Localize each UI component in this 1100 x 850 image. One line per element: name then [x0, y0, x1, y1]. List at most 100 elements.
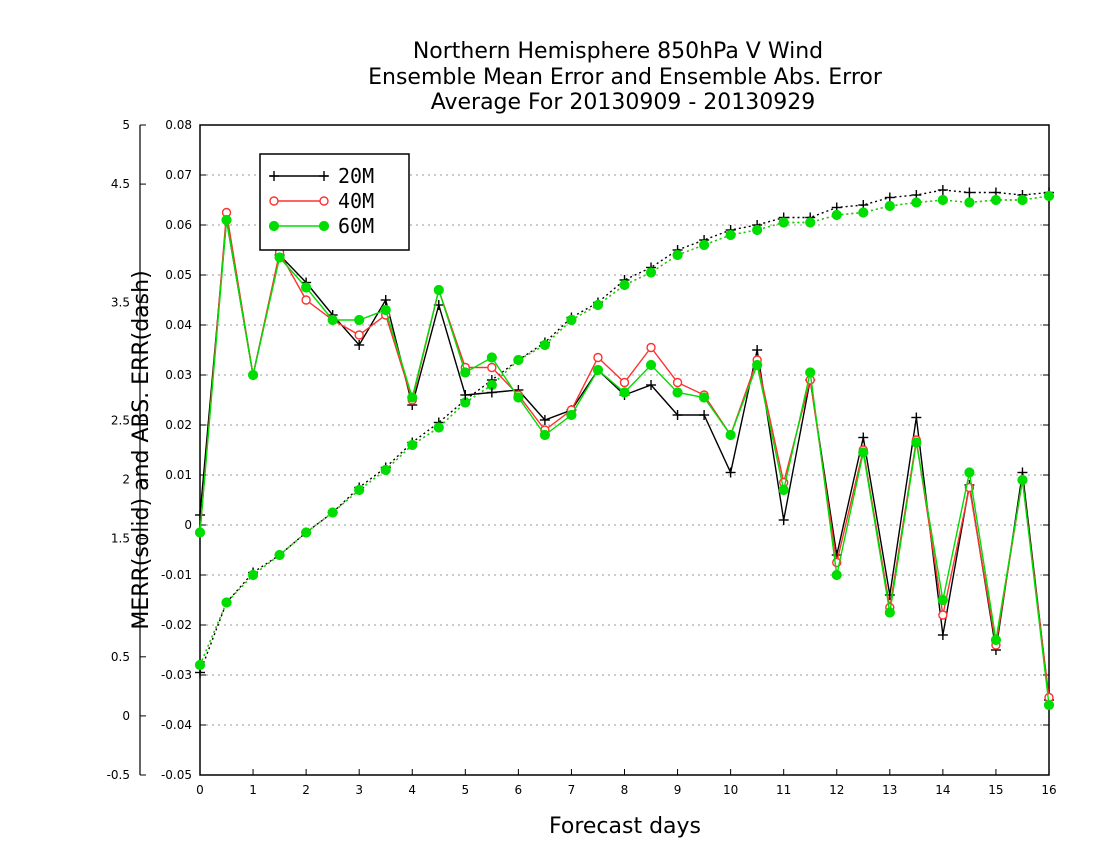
legend-marker-40m: [269, 196, 279, 206]
series-60m-abs-err-point: [619, 279, 630, 291]
series-60m-merr-point: [460, 367, 471, 378]
series-60m-merr-point: [247, 369, 259, 381]
series-20m-merr-point: [752, 345, 763, 355]
series-60m-merr-point: [725, 429, 736, 441]
series-60m-abs-err-point: [221, 597, 232, 608]
series-60m-merr-point: [513, 392, 524, 403]
x-tick-label: 4: [408, 783, 416, 797]
series-60m-merr-point: [752, 359, 763, 371]
series-60m-abs-err-point: [752, 224, 763, 236]
y-tick-label: 0.01: [165, 468, 192, 482]
series-40m-merr-point: [593, 352, 603, 363]
outer-y-tick-label: -0.5: [107, 768, 130, 782]
y-tick-label: 0: [184, 518, 192, 532]
outer-y-tick-label: 3.5: [111, 295, 130, 309]
y-tick-label: -0.02: [161, 618, 192, 632]
series-60m-merr-point: [592, 364, 604, 376]
series-60m-merr-point: [380, 304, 391, 316]
series-20m-merr-point: [460, 390, 471, 400]
x-tick-label: 6: [515, 783, 523, 797]
series-20m-merr-point: [911, 412, 922, 423]
series-60m-merr: [194, 214, 1055, 711]
series-20m-merr-point: [937, 630, 948, 640]
series-60m-abs-err-point: [327, 507, 338, 518]
series-20m-merr-point: [539, 415, 550, 425]
series-60m-abs-err-line: [199, 195, 1050, 666]
series-60m-merr-point: [884, 607, 895, 618]
chart-title: Northern Hemisphere 850hPa V Wind Ensemb…: [368, 39, 883, 115]
series-60m-abs-err-point: [194, 659, 206, 671]
x-tick-label: 11: [776, 783, 791, 797]
series-40m-merr-point: [301, 295, 311, 305]
series-60m-merr-point: [672, 387, 683, 398]
series-40m-merr-point: [487, 362, 497, 373]
series-60m-abs-err-point: [990, 194, 1002, 206]
series-60m-abs-err-point: [884, 200, 895, 212]
series-20m-merr-point: [858, 432, 869, 443]
legend-marker-20m: [269, 171, 279, 181]
series-20m-merr-point: [380, 295, 391, 305]
y-axis-ticks-inner: 0.08 0.07 0.06 0.05 0.04 0.03 0.02 0.01 0 -0.01 -0…: [161, 118, 1049, 782]
series-60m-abs-err-point: [937, 194, 948, 206]
outer-y-tick-label: 4.5: [111, 177, 130, 191]
series-60m-merr-point: [778, 484, 789, 496]
x-tick-label: 15: [988, 783, 1003, 797]
series-60m-merr-point: [1043, 699, 1055, 711]
series-60m-merr-point: [990, 634, 1002, 646]
series-60m-abs-err-point: [513, 354, 524, 366]
legend-marker-40m: [319, 196, 329, 206]
x-tick-label: 7: [568, 783, 576, 797]
series-60m-merr-point: [1017, 474, 1028, 486]
series-20m-abs-err-point: [937, 185, 948, 195]
legend-label-60m: 60M: [338, 214, 374, 238]
series-60m-merr-point: [964, 467, 975, 478]
series-60m-abs-err-point: [858, 207, 869, 218]
series-40m-abs-err-line: [199, 195, 1050, 666]
series-60m-merr-point: [354, 314, 365, 326]
series-60m-abs-err: [194, 190, 1055, 671]
series-60m-abs-err-point: [1017, 194, 1028, 206]
chart-title-line-2: Ensemble Mean Error and Ensemble Abs. Er…: [368, 65, 883, 90]
grid-lines: [200, 174, 1049, 726]
x-tick-label: 3: [355, 783, 363, 797]
series-60m-abs-err-point: [539, 339, 551, 351]
series-60m-merr-point: [433, 284, 444, 296]
outer-y-tick-label: 2: [122, 473, 130, 487]
x-tick-label: 9: [674, 783, 682, 797]
series-60m-abs-err-point: [911, 197, 922, 208]
series-20m-merr-point: [672, 410, 683, 420]
series-60m-abs-err-point: [831, 209, 842, 221]
chart-title-line-3: Average For 20130909 - 20130929: [431, 90, 816, 115]
series-40m-merr-point: [672, 377, 683, 388]
outer-y-tick-label: 2.5: [111, 413, 130, 427]
series-60m-merr-point: [301, 282, 312, 293]
series-20m-abs-err-line: [199, 189, 1050, 673]
y-tick-label: -0.03: [161, 668, 192, 682]
series-60m-abs-err-point: [354, 484, 365, 496]
series-40m-merr-point: [354, 330, 364, 340]
series-40m-merr-point: [646, 342, 656, 353]
x-tick-label: 13: [882, 783, 897, 797]
y-axis-ticks-outer: 5 4.5 3.5 2.5 2 1.5 0.5 0 -0.5: [107, 118, 146, 782]
series-60m-merr-point: [619, 387, 630, 398]
x-tick-label: 14: [935, 783, 950, 797]
series-60m-merr-point: [194, 527, 206, 538]
legend-marker-60m: [268, 220, 280, 232]
series-20m-merr-point: [486, 387, 497, 398]
series-60m-merr-point: [645, 359, 657, 371]
outer-y-tick-label: 5: [122, 118, 130, 132]
series-60m-merr-point: [221, 214, 232, 226]
legend-marker-60m: [318, 220, 330, 232]
series-60m-merr-point: [327, 314, 338, 326]
y-tick-label: -0.04: [161, 718, 192, 732]
legend-box: [259, 153, 410, 251]
x-tick-label: 16: [1041, 783, 1056, 797]
outer-y-tick-label: 1.5: [111, 532, 130, 546]
series-60m-abs-err-point: [592, 299, 604, 311]
x-tick-label: 10: [723, 783, 738, 797]
legend-label-20m: 20M: [338, 164, 374, 188]
series-20m-merr-line: [199, 219, 1050, 701]
series-60m-merr-point: [911, 437, 922, 448]
